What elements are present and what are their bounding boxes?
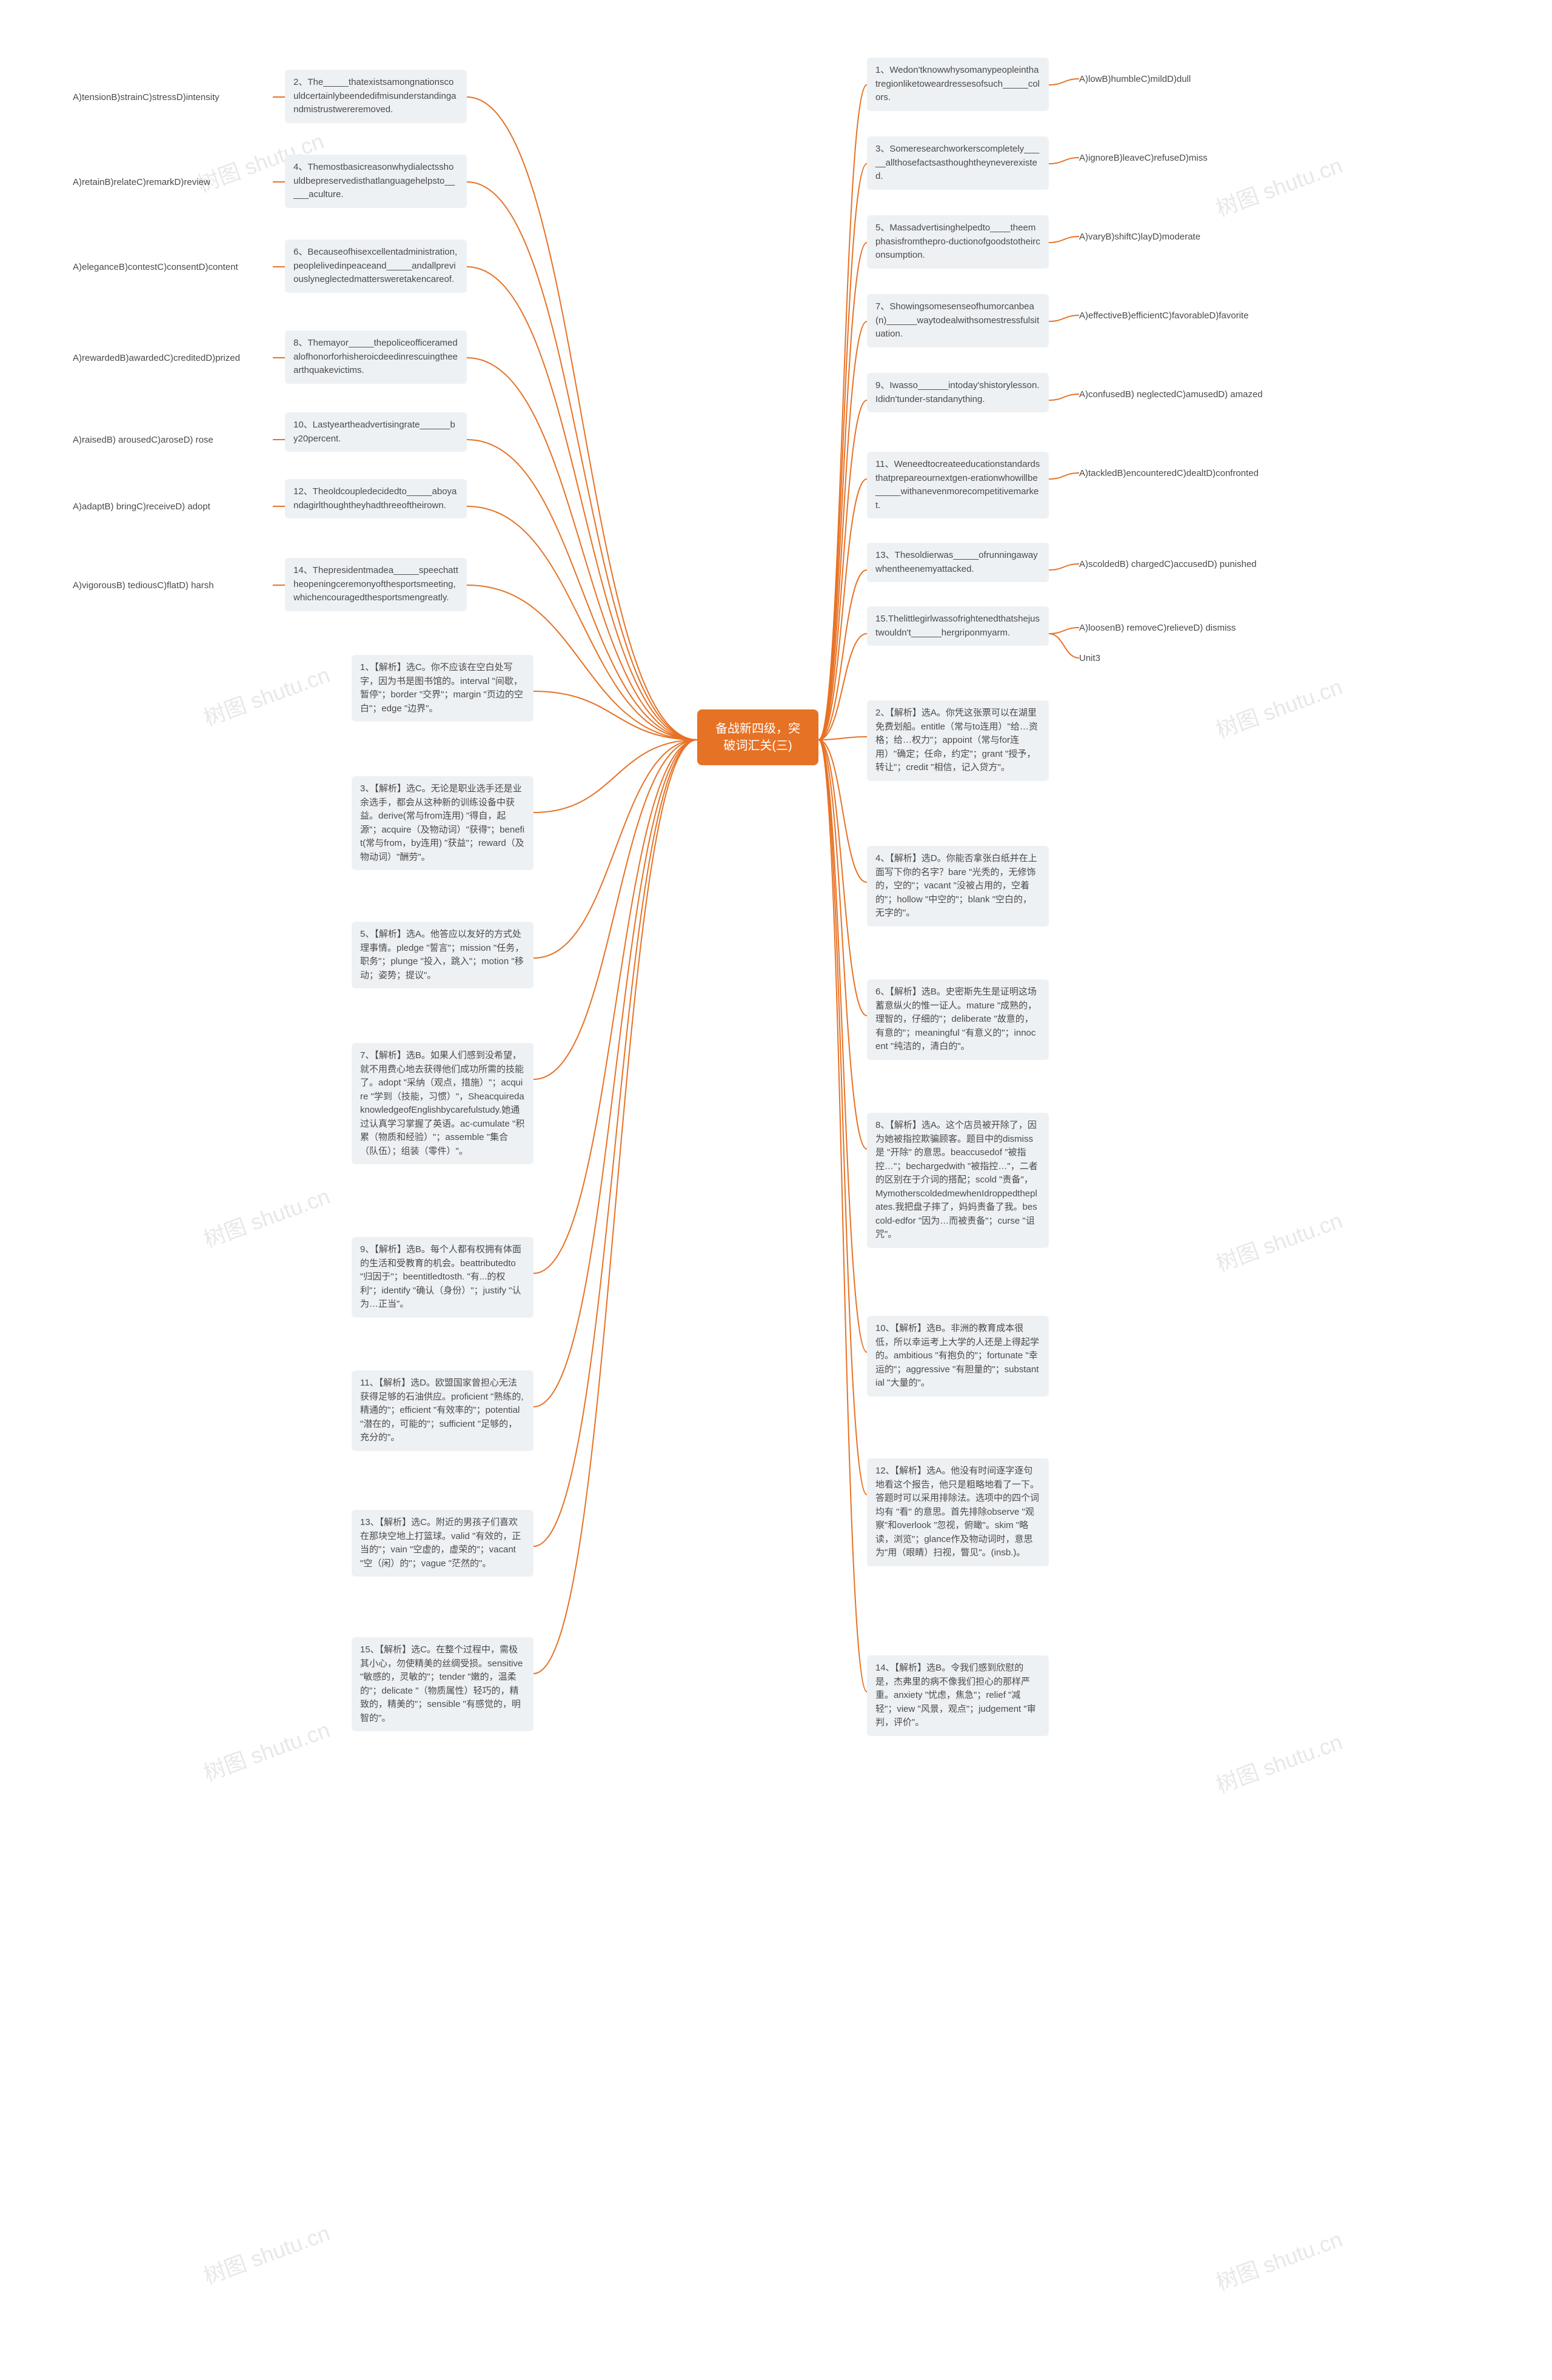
left-explanation-5: 11、【解析】选D。欧盟国家曾担心无法获得足够的石油供应。proficient … (352, 1370, 534, 1451)
right-explanation-2: 6、【解析】选B。史密斯先生是证明这场蓄意纵火的惟一证人。mature "成熟的… (867, 979, 1049, 1060)
right-answer-5: A)tackledB)encounteredC)dealtD)confronte… (1079, 467, 1279, 480)
right-question-7: 15.Thelittlegirlwassofrightenedthatsheju… (867, 606, 1049, 646)
right-answer-6: A)scoldedB) chargedC)accusedD) punished (1079, 558, 1279, 571)
watermark: 树图 shutu.cn (199, 2216, 334, 2290)
watermark: 树图 shutu.cn (1211, 2222, 1346, 2296)
left-explanation-7: 15、【解析】选C。在整个过程中，需极其小心，勿使精美的丝绸受损。sensiti… (352, 1637, 534, 1731)
left-answer-3: A)rewardedB)awardedC)creditedD)prized (73, 352, 273, 364)
right-explanation-6: 14、【解析】选B。令我们感到欣慰的是，杰弗里的病不像我们担心的那样严重。anx… (867, 1655, 1049, 1736)
center-title: 备战新四级，突破词汇关(三) (715, 722, 800, 753)
left-question-2: 6、Becauseofhisexcellentadministration,pe… (285, 240, 467, 293)
right-explanation-4: 10、【解析】选B。非洲的教育成本很低，所以幸运考上大学的人还是上得起学的。am… (867, 1316, 1049, 1396)
left-answer-4: A)raisedB) arousedC)aroseD) rose (73, 434, 273, 446)
watermark: 树图 shutu.cn (199, 1712, 334, 1787)
watermark: 树图 shutu.cn (199, 657, 334, 732)
left-answer-0: A)tensionB)strainC)stressD)intensity (73, 91, 273, 104)
right-question-6: 13、Thesoldierwas_____ofrunningawaywhenth… (867, 543, 1049, 582)
right-explanation-0: 2、【解析】选A。你凭这张票可以在湖里免费划船。entitle（常与to连用）"… (867, 700, 1049, 781)
right-answer-2: A)varyB)shiftC)layD)moderate (1079, 230, 1279, 243)
right-answer-7: A)loosenB) removeC)relieveD) dismiss (1079, 622, 1279, 634)
left-question-6: 14、Thepresidentmadea_____speechattheopen… (285, 558, 467, 611)
right-explanation-1: 4、【解析】选D。你能否拿张白纸并在上面写下你的名字？bare "光秃的，无修饰… (867, 846, 1049, 927)
watermark: 树图 shutu.cn (199, 1179, 334, 1253)
right-answer-0: A)lowB)humbleC)mildD)dull (1079, 73, 1279, 85)
left-explanation-3: 7、【解析】选B。如果人们感到没希望，就不用费心地去获得他们成功所需的技能了。a… (352, 1043, 534, 1164)
right-question-5: 11、Weneedtocreateeducationstandardsthatp… (867, 452, 1049, 518)
left-explanation-1: 3、【解析】选C。无论是职业选手还是业余选手，都会从这种新的训练设备中获益。de… (352, 776, 534, 870)
right-answer-3: A)effectiveB)efficientC)favorableD)favor… (1079, 309, 1279, 322)
left-explanation-4: 9、【解析】选B。每个人都有权拥有体面的生活和受教育的机会。beattribut… (352, 1237, 534, 1318)
left-explanation-2: 5、【解析】选A。他答应以友好的方式处理事情。pledge "誓言"；missi… (352, 922, 534, 988)
right-question-2: 5、Massadvertisinghelpedto____theemphasis… (867, 215, 1049, 269)
right-question-3: 7、Showingsomesenseofhumorcanbea(n)______… (867, 294, 1049, 347)
left-question-5: 12、Theoldcoupledecidedto_____aboyandagir… (285, 479, 467, 518)
left-explanation-6: 13、【解析】选C。附近的男孩子们喜欢在那块空地上打篮球。valid "有效的，… (352, 1510, 534, 1577)
watermark: 树图 shutu.cn (1211, 1203, 1346, 1278)
watermark: 树图 shutu.cn (1211, 669, 1346, 744)
left-question-0: 2、The_____thatexistsamongnationscouldcer… (285, 70, 467, 123)
left-question-4: 10、Lastyeartheadvertisingrate______by20p… (285, 412, 467, 452)
right-answer-extra-7: Unit3 (1079, 652, 1279, 665)
left-answer-2: A)eleganceB)contestC)consentD)content (73, 261, 273, 273)
left-answer-5: A)adaptB) bringC)receiveD) adopt (73, 500, 273, 513)
right-question-4: 9、Iwasso______intoday'shistorylesson.Idi… (867, 373, 1049, 412)
watermark: 树图 shutu.cn (1211, 1725, 1346, 1799)
left-answer-6: A)vigorousB) tediousC)flatD) harsh (73, 579, 273, 592)
left-question-3: 8、Themayor_____thepoliceofficeramedalofh… (285, 330, 467, 384)
left-question-1: 4、Themostbasicreasonwhydialectsshouldbep… (285, 155, 467, 208)
right-answer-1: A)ignoreB)leaveC)refuseD)miss (1079, 152, 1279, 164)
right-answer-4: A)confusedB) neglectedC)amusedD) amazed (1079, 388, 1279, 401)
left-answer-1: A)retainB)relateC)remarkD)review (73, 176, 273, 189)
right-explanation-5: 12、【解析】选A。他没有时间逐字逐句地看这个报告，他只是粗略地看了一下。答题时… (867, 1458, 1049, 1566)
right-question-1: 3、Someresearchworkerscompletely_____allt… (867, 136, 1049, 190)
right-question-0: 1、Wedon'tknowwhysomanypeopleinthatregion… (867, 58, 1049, 111)
center-node: 备战新四级，突破词汇关(三) (697, 709, 818, 765)
right-explanation-3: 8、【解析】选A。这个店员被开除了，因为她被指控欺骗顾客。题目中的dismiss… (867, 1113, 1049, 1248)
left-explanation-0: 1、【解析】选C。你不应该在空白处写字，因为书是图书馆的。interval "间… (352, 655, 534, 722)
